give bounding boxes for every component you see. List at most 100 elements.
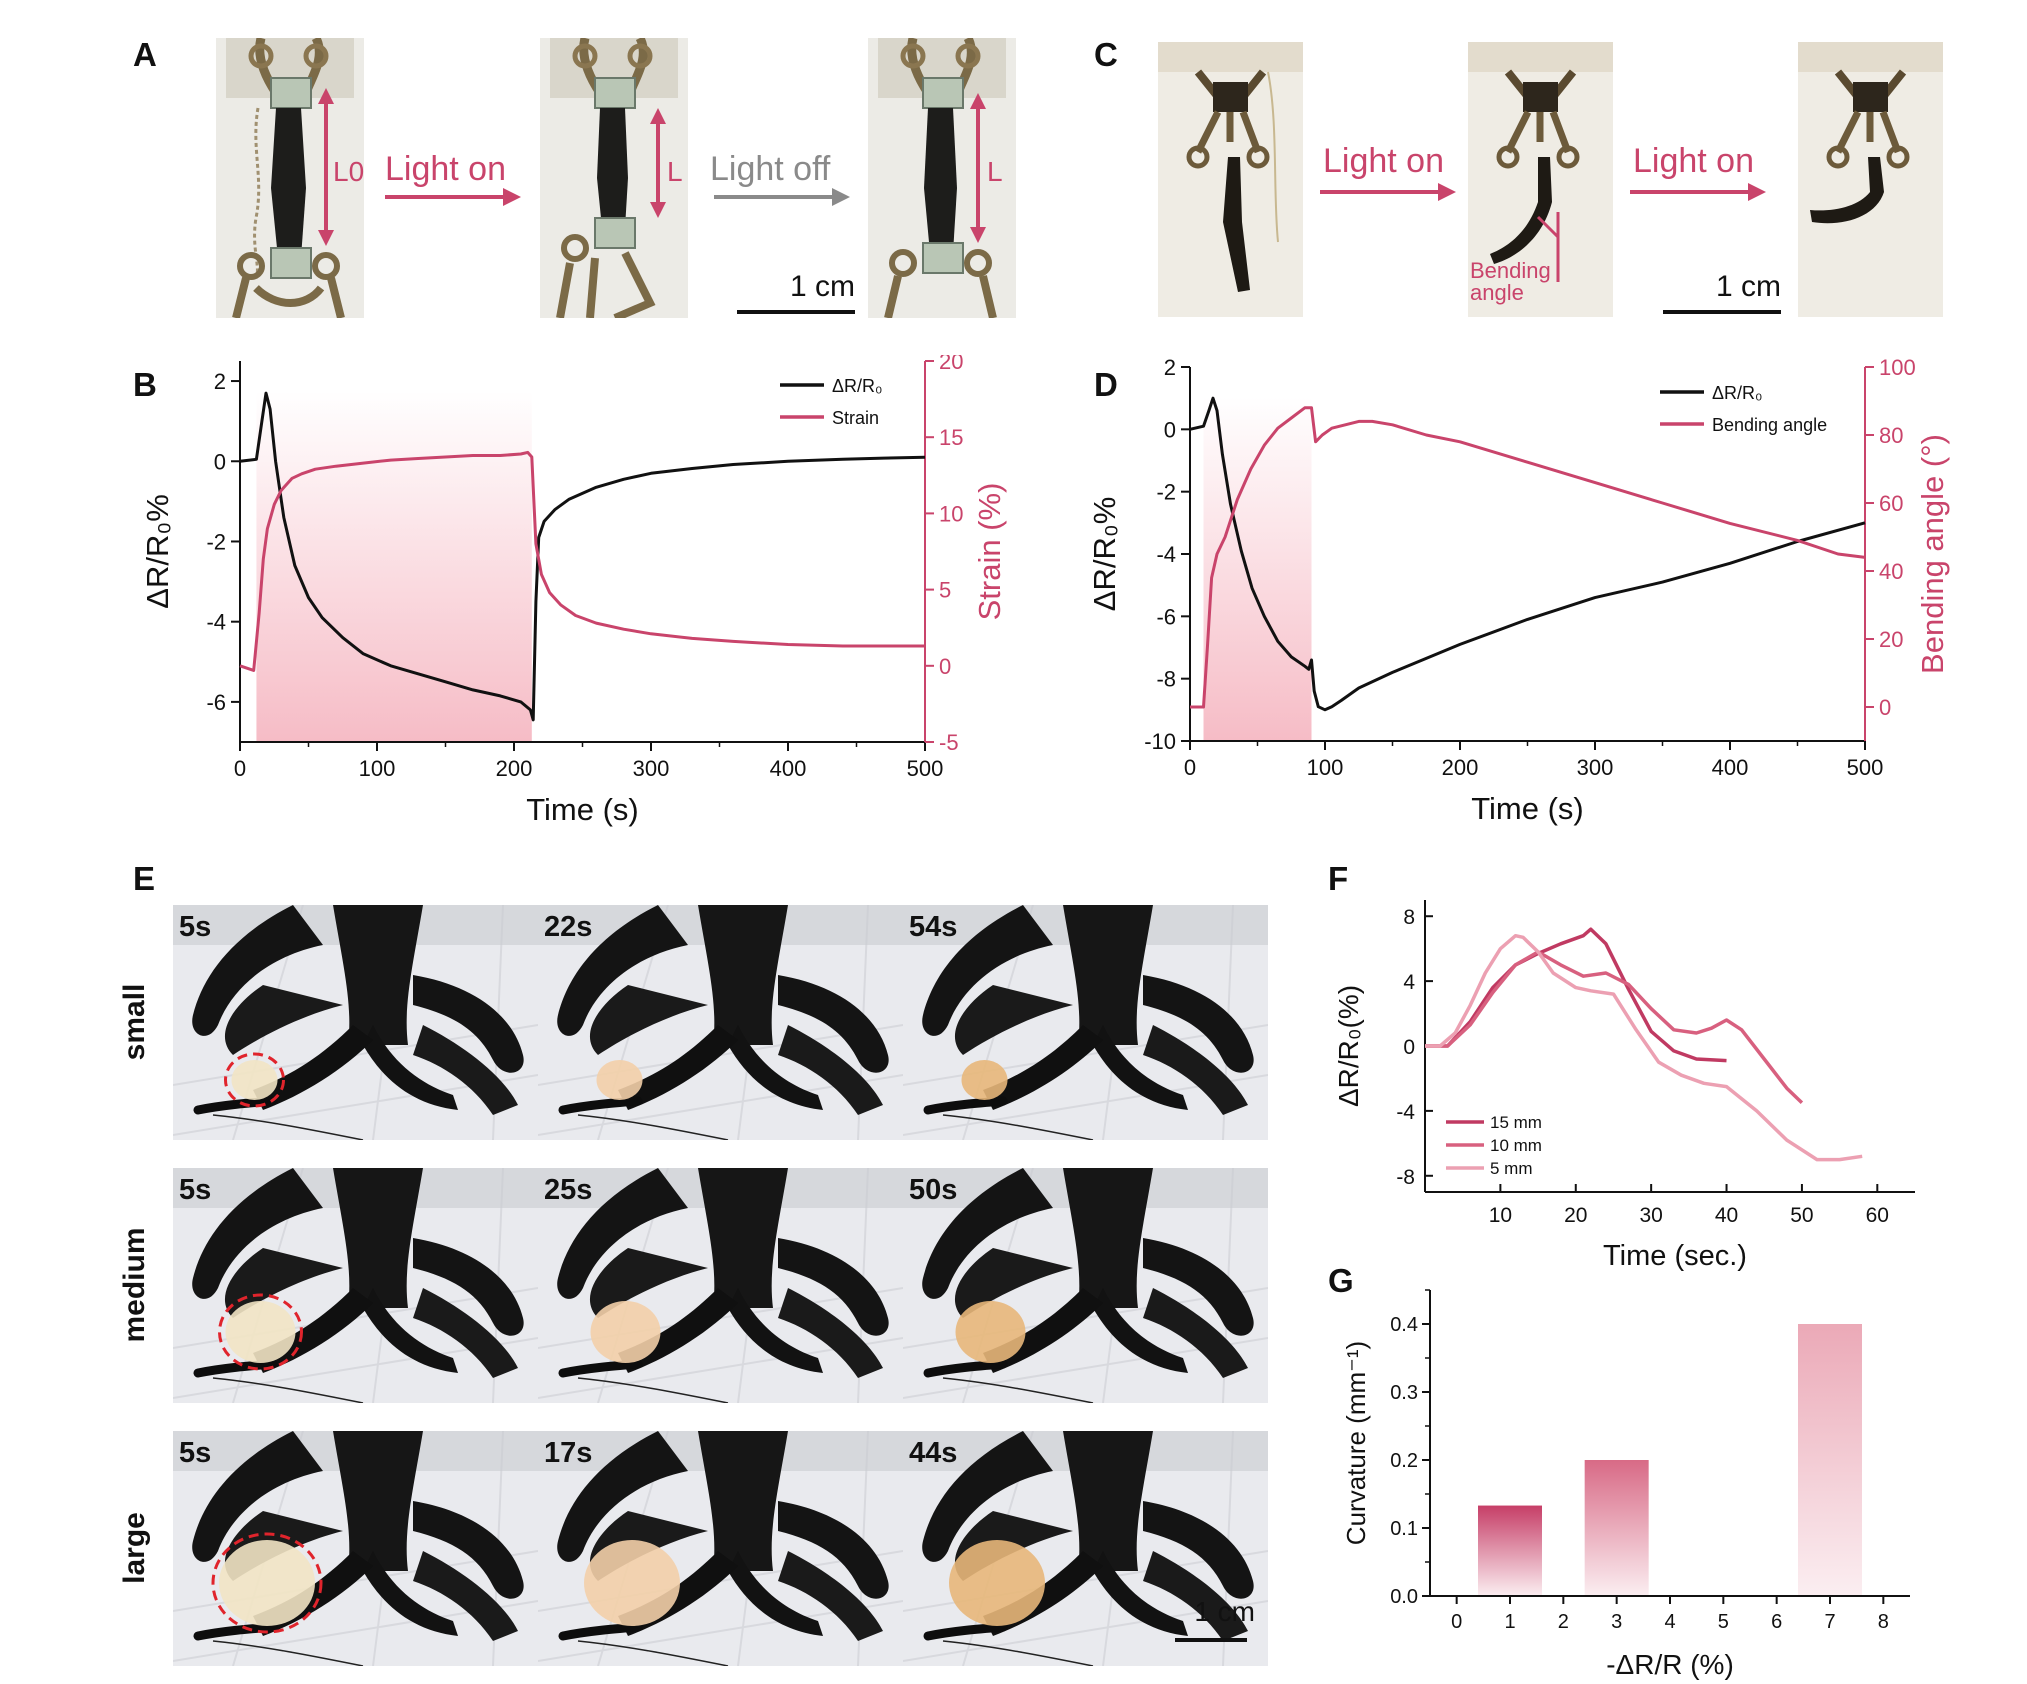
panel-label-c: C <box>1094 36 1118 73</box>
legend-label-1: Strain <box>832 408 879 428</box>
y-left-tick-label: -4 <box>206 610 226 635</box>
panel-a-photo-3: L <box>868 38 1016 318</box>
panel-a-scalebar-label: 1 cm <box>789 270 855 303</box>
panel-e-photo <box>173 1168 538 1403</box>
x-tick-label: 0 <box>234 756 246 781</box>
timestamp-label: 5s <box>179 911 212 943</box>
y-left-tick-label: -2 <box>1156 480 1176 505</box>
timestamp-label: 17s <box>544 1437 593 1469</box>
panel-e-photo <box>903 1168 1268 1403</box>
panel-c-scalebar: 1 cm <box>1663 270 1781 314</box>
x-tick-label: 500 <box>1847 755 1884 780</box>
x-tick-label: 3 <box>1611 1611 1622 1633</box>
x-tick-label: 4 <box>1664 1611 1675 1633</box>
x-axis-title: -ΔR/R (%) <box>1606 1649 1734 1680</box>
x-tick-label: 300 <box>633 756 670 781</box>
y-right-axis-title: Bending angle (°) <box>1915 434 1950 674</box>
y-right-tick-label: 15 <box>939 425 963 450</box>
timestamp-label: 54s <box>909 911 958 943</box>
x-axis-title: Time (sec.) <box>1603 1240 1747 1272</box>
x-tick-label: 100 <box>1307 755 1344 780</box>
panel-a-arrow-2 <box>714 188 850 206</box>
y-left-axis-title: ΔR/R₀% <box>140 494 175 609</box>
y-right-tick-label: 20 <box>939 355 963 374</box>
panel-e-scalebar: 1 cm <box>1175 1596 1255 1642</box>
y-tick-label: 0.3 <box>1390 1382 1418 1404</box>
y-left-tick-label: -10 <box>1144 729 1176 754</box>
y-right-tick-label: 100 <box>1879 355 1916 380</box>
x-tick-label: 20 <box>1564 1204 1587 1227</box>
y-tick-label: 4 <box>1403 971 1415 994</box>
timestamp-label: 22s <box>544 911 593 943</box>
panel-e-photo <box>903 905 1268 1140</box>
x-tick-label: 40 <box>1715 1204 1738 1227</box>
panel-c-scalebar-label: 1 cm <box>1715 270 1781 303</box>
bar-1 <box>1584 1460 1649 1596</box>
y-right-tick-label: 60 <box>1879 491 1903 516</box>
series-line-1 <box>1425 950 1804 1105</box>
bar-0 <box>1478 1505 1542 1596</box>
y-tick-label: 0.1 <box>1390 1518 1418 1540</box>
timestamp-label: 50s <box>909 1174 958 1206</box>
panel-e-scalebar-line <box>1175 1638 1247 1642</box>
chart-f: 10 20 30 40 50 60 -8 -4 0 4 8 Time (sec.) ΔR/R₀(%) 15… <box>1333 900 1915 1272</box>
panel-c-photo-2: Bending angle <box>1468 42 1613 317</box>
panel-c-arrow-2-label: Light on <box>1633 142 1754 180</box>
panel-a-arrow-2-label: Light off <box>710 150 831 188</box>
light-on-shade <box>1203 397 1312 741</box>
panel-e-scalebar-label: 1 cm <box>1194 1596 1255 1627</box>
row-label-medium: medium <box>118 1226 151 1343</box>
y-left-tick-label: -8 <box>1156 667 1176 692</box>
panel-e-grid: small 5s 22s 54s medium 5s 25s 50s large 5s 17s 44s… <box>118 905 1275 1675</box>
y-right-tick-label: 0 <box>939 654 951 679</box>
legend-label-0: 15 mm <box>1490 1113 1542 1132</box>
legend-label-0: ΔR/R₀ <box>1712 383 1763 403</box>
x-tick-label: 0 <box>1451 1611 1462 1633</box>
timestamp-label: 25s <box>544 1174 593 1206</box>
y-left-tick-label: -2 <box>206 529 226 554</box>
panel-a-scalebar: 1 cm <box>737 270 855 314</box>
y-right-tick-label: 20 <box>1879 627 1903 652</box>
panel-label-f: F <box>1328 860 1349 897</box>
y-left-tick-label: -4 <box>1156 542 1176 567</box>
x-axis-title: Time (s) <box>1471 791 1584 826</box>
series-line-1 <box>239 450 925 672</box>
panel-label-d: D <box>1094 366 1118 403</box>
x-axis-title: Time (s) <box>526 792 639 827</box>
x-tick-label: 1 <box>1504 1611 1515 1633</box>
panel-label-g: G <box>1328 1262 1354 1299</box>
panel-a-photo-2: L <box>540 38 688 318</box>
panel-c-photo-1 <box>1158 42 1303 317</box>
panel-c-arrow-1 <box>1320 183 1456 201</box>
x-tick-label: 30 <box>1639 1204 1662 1227</box>
panel-e-photo <box>173 1431 538 1666</box>
y-left-tick-label: 0 <box>214 449 226 474</box>
series-line-0 <box>1189 396 1866 712</box>
x-tick-label: 100 <box>359 756 396 781</box>
panel-c-photo-3 <box>1798 42 1943 317</box>
x-tick-label: 200 <box>496 756 533 781</box>
x-tick-label: 400 <box>1712 755 1749 780</box>
x-tick-label: 0 <box>1184 755 1196 780</box>
series-line-1 <box>1190 406 1866 709</box>
legend-label-1: 10 mm <box>1490 1136 1542 1155</box>
y-right-tick-label: 80 <box>1879 423 1903 448</box>
y-left-tick-label: -6 <box>1156 604 1176 629</box>
y-right-tick-label: 10 <box>939 501 963 526</box>
y-tick-label: 0 <box>1403 1036 1415 1059</box>
timestamp-label: 44s <box>909 1437 958 1469</box>
panel-c-arrow-2 <box>1630 183 1766 201</box>
y-axis-title: Curvature (mm⁻¹) <box>1341 1341 1371 1545</box>
panel-e-photo <box>538 905 903 1140</box>
y-tick-label: 0.2 <box>1390 1450 1418 1472</box>
panel-e-photo <box>903 1431 1268 1666</box>
y-tick-label: 0.4 <box>1390 1314 1418 1336</box>
x-tick-label: 300 <box>1577 755 1614 780</box>
length-label-l0: L0 <box>333 156 364 187</box>
x-tick-label: 2 <box>1558 1611 1569 1633</box>
chart-b: 0 100 200 300 400 500 -6 -4 -2 0 2 -5 0 5 10 15 20 Time (… <box>140 355 1007 827</box>
x-tick-label: 500 <box>907 756 944 781</box>
row-label-small: small <box>118 983 151 1060</box>
length-label-l-1: L <box>667 156 683 187</box>
x-tick-label: 6 <box>1771 1611 1782 1633</box>
